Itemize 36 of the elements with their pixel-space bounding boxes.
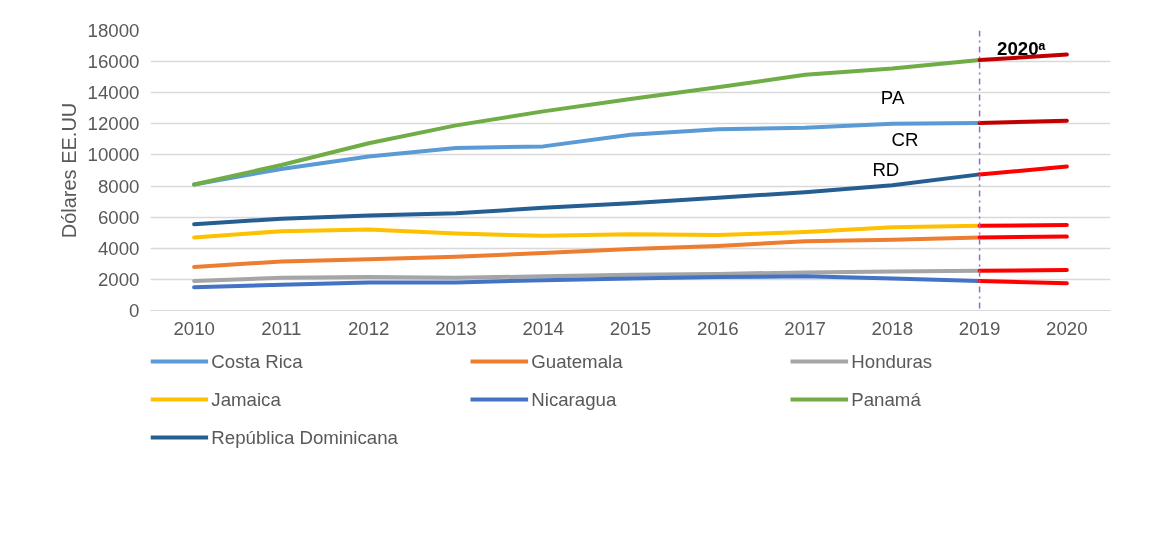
x-tick-label: 2018 [871, 317, 914, 339]
x-tick-label: 2013 [435, 317, 477, 339]
y-tick-label: 12000 [87, 113, 140, 135]
y-tick-label: 4000 [98, 237, 140, 259]
line-series [192, 223, 982, 240]
x-tick-label: 2014 [522, 317, 564, 339]
legend-label: Jamaica [211, 389, 282, 410]
y-tick-label: 0 [129, 300, 140, 321]
annotation: RD [872, 158, 900, 180]
x-tick-label: 2012 [347, 317, 390, 339]
x-tick-label: 2015 [609, 317, 652, 339]
ref-line-label: 2020ᵃ [997, 37, 1046, 59]
x-tick-label: 2017 [784, 317, 826, 339]
line-series [192, 235, 982, 269]
y-tick-label: 16000 [87, 51, 140, 73]
legend-label: República Dominicana [211, 427, 399, 448]
x-tick-label: 2011 [261, 317, 302, 339]
y-tick-label: 18000 [87, 20, 140, 41]
legend-label: Honduras [851, 351, 933, 372]
legend-label: Panamá [851, 389, 922, 410]
legend-label: Costa Rica [211, 351, 304, 372]
y-tick-label: 14000 [87, 82, 140, 104]
y-tick-label: 10000 [87, 144, 140, 166]
annotation: CR [891, 129, 919, 151]
y-axis-title: Dólares EE.UU [57, 102, 80, 239]
legend-label: Nicaragua [531, 389, 617, 410]
x-tick-label: 2020 [1046, 317, 1088, 339]
y-tick-label: 2000 [98, 268, 140, 290]
legend-label: Guatemala [531, 351, 624, 372]
y-tick-label: 6000 [98, 206, 140, 228]
x-tick-label: 2016 [697, 317, 739, 339]
y-tick-label: 8000 [98, 175, 140, 197]
x-tick-label: 2010 [173, 317, 215, 339]
x-tick-label: 2019 [958, 317, 1001, 339]
line-series [192, 268, 982, 283]
annotation: PA [880, 87, 905, 109]
